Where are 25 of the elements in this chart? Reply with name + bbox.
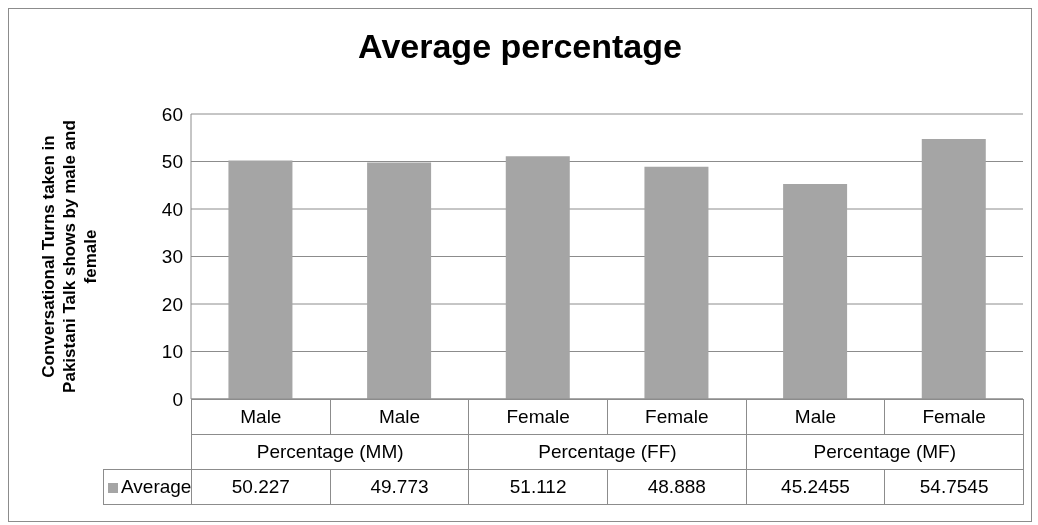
data-label: 54.7545 [884,469,1024,505]
x-tick-label: Male [330,399,469,435]
data-label: 49.773 [330,469,469,505]
data-label: 48.888 [607,469,747,505]
data-label: 51.112 [468,469,608,505]
y-tick-label: 10 [161,341,183,363]
y-axis-title: Conversational Turns taken in Pakistani Talk shows by male and female [37,119,101,395]
legend-label: Average [103,469,192,505]
text: Percentage (FF) [468,434,747,470]
y-tick-label: 30 [161,246,183,268]
x-tick-label: Male [191,399,331,435]
data-label: 45.2455 [746,469,885,505]
chart-title: Average percentage [357,27,683,66]
y-tick-label: 20 [161,293,183,315]
text: Percentage (MM) [191,434,469,470]
data-label: 50.227 [191,469,331,505]
x-tick-label: Female [468,399,608,435]
y-tick-label: 0 [172,388,183,410]
y-tick-label: 40 [161,198,183,220]
x-tick-label: Male [746,399,885,435]
x-tick-label: Female [884,399,1024,435]
y-tick-label: 50 [161,151,183,173]
x-tick-label: Female [607,399,747,435]
y-tick-label: 60 [161,103,183,125]
text: Percentage (MF) [746,434,1024,470]
